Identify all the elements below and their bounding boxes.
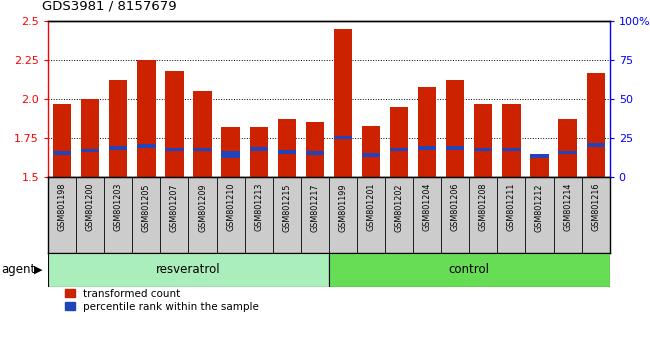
Bar <box>586 73 605 177</box>
Text: GSM801204: GSM801204 <box>422 183 432 232</box>
Text: ▶: ▶ <box>34 265 42 275</box>
Bar <box>502 104 521 177</box>
Bar <box>474 104 493 177</box>
Bar <box>362 153 380 157</box>
Text: GSM801210: GSM801210 <box>226 183 235 232</box>
Text: GSM801198: GSM801198 <box>58 183 67 232</box>
Bar <box>586 143 605 147</box>
Text: GSM801207: GSM801207 <box>170 183 179 232</box>
Bar <box>530 154 549 177</box>
Bar <box>390 107 408 177</box>
Bar <box>390 148 408 151</box>
Bar <box>81 99 99 177</box>
Text: GSM801217: GSM801217 <box>310 183 319 232</box>
Bar <box>81 149 99 152</box>
Text: GSM801214: GSM801214 <box>563 183 572 232</box>
Bar <box>222 150 240 158</box>
Text: GSM801213: GSM801213 <box>254 183 263 232</box>
Bar <box>334 136 352 139</box>
Text: GSM801208: GSM801208 <box>479 183 488 232</box>
Bar <box>165 148 183 151</box>
Text: GSM801211: GSM801211 <box>507 183 516 232</box>
Bar <box>194 91 212 177</box>
Text: GSM801212: GSM801212 <box>535 183 544 232</box>
Bar <box>250 147 268 151</box>
Bar <box>278 150 296 154</box>
Bar <box>334 29 352 177</box>
Bar <box>250 127 268 177</box>
Text: GDS3981 / 8157679: GDS3981 / 8157679 <box>42 0 176 12</box>
Legend: transformed count, percentile rank within the sample: transformed count, percentile rank withi… <box>64 289 259 312</box>
Bar <box>502 148 521 151</box>
Bar <box>446 80 464 177</box>
Bar <box>329 253 610 287</box>
Text: agent: agent <box>1 263 36 276</box>
Text: GSM801199: GSM801199 <box>339 183 348 232</box>
Text: control: control <box>448 263 490 276</box>
Bar <box>558 151 577 154</box>
Bar <box>137 60 155 177</box>
Bar <box>306 152 324 155</box>
Text: GSM801203: GSM801203 <box>114 183 123 232</box>
Text: GSM801202: GSM801202 <box>395 183 404 232</box>
Bar <box>194 148 212 151</box>
Text: resveratrol: resveratrol <box>156 263 221 276</box>
Text: GSM801215: GSM801215 <box>282 183 291 232</box>
Bar <box>48 253 329 287</box>
Bar <box>109 80 127 177</box>
Bar <box>362 126 380 177</box>
Text: GSM801206: GSM801206 <box>450 183 460 232</box>
Bar <box>418 146 436 150</box>
Bar <box>530 154 549 158</box>
Bar <box>53 104 72 177</box>
Bar <box>446 146 464 150</box>
Bar <box>137 144 155 148</box>
Bar <box>109 146 127 150</box>
Bar <box>222 127 240 177</box>
Text: GSM801209: GSM801209 <box>198 183 207 232</box>
Text: GSM801200: GSM801200 <box>86 183 95 232</box>
Bar <box>306 122 324 177</box>
Bar <box>558 119 577 177</box>
Text: GSM801201: GSM801201 <box>367 183 376 232</box>
Bar <box>165 71 183 177</box>
Text: GSM801205: GSM801205 <box>142 183 151 232</box>
Bar <box>53 152 72 155</box>
Bar <box>418 87 436 177</box>
Text: GSM801216: GSM801216 <box>591 183 600 232</box>
Bar <box>278 119 296 177</box>
Bar <box>474 148 493 151</box>
